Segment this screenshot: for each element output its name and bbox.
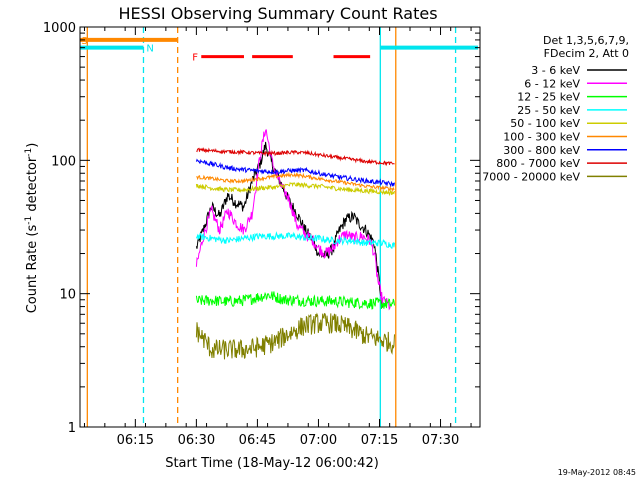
y-tick-label-2: 100 <box>51 154 76 169</box>
legend-label-7: 800 - 7000 keV <box>496 157 580 170</box>
state-label-s: S <box>81 36 87 47</box>
series-line-7 <box>196 147 395 167</box>
y-label-sup-2: -1 <box>24 148 34 157</box>
chart-title: HESSI Observing Summary Count Rates <box>118 4 437 23</box>
series-line-2 <box>195 291 395 310</box>
axes: 06:15 06:30 06:45 07:00 07:15 07:30 1 10 100 1000 <box>43 21 480 448</box>
x-tick-label-1: 06:30 <box>178 433 215 448</box>
y-label-part-2: detector <box>25 156 40 216</box>
y-tick-label-0: 1 <box>68 421 76 436</box>
x-tick-label-4: 07:15 <box>361 433 398 448</box>
y-axis-label: Count Rate (s-1 detector-1) <box>24 143 40 314</box>
legend-label-1: 6 - 12 keV <box>524 77 580 90</box>
x-tick-label-5: 07:30 <box>422 433 459 448</box>
legend-label-2: 12 - 25 keV <box>517 91 580 104</box>
legend-header-line-1: Det 1,3,5,6,7,9, <box>543 34 629 47</box>
state-label-n: N <box>146 44 153 55</box>
vertical-markers <box>86 27 457 427</box>
date-stamp: 19-May-2012 08:45 <box>558 468 636 477</box>
x-tick-label-0: 06:15 <box>117 433 154 448</box>
plot-frame <box>79 26 481 428</box>
y-label-part-3: ) <box>25 143 40 148</box>
x-tick-label-2: 06:45 <box>239 433 276 448</box>
legend-label-0: 3 - 6 keV <box>531 64 580 77</box>
y-label-sup-1: -1 <box>24 216 34 225</box>
series-line-4 <box>195 181 395 197</box>
series-line-3 <box>195 231 395 249</box>
series-line-6 <box>195 158 395 188</box>
legend: Det 1,3,5,6,7,9, FDecim 2, Att 0 3 - 6 k… <box>482 34 629 183</box>
x-axis-label: Start Time (18-May-12 06:00:42) <box>165 456 379 471</box>
x-tick-label-3: 07:00 <box>300 433 337 448</box>
series-line-8 <box>195 312 395 360</box>
status-levels: S N F <box>80 36 478 64</box>
legend-label-8: 7000 - 20000 keV <box>482 170 580 183</box>
legend-label-4: 50 - 100 keV <box>510 117 580 130</box>
legend-label-6: 300 - 800 keV <box>503 144 580 157</box>
series-lines <box>195 129 395 360</box>
legend-label-3: 25 - 50 keV <box>517 104 580 117</box>
state-label-f: F <box>192 53 198 64</box>
y-tick-label-1: 10 <box>59 288 76 303</box>
y-label-part-1: Count Rate (s <box>25 225 40 314</box>
legend-header-line-2: FDecim 2, Att 0 <box>544 47 629 60</box>
series-line-5 <box>196 171 395 193</box>
y-tick-label-3: 1000 <box>43 21 76 36</box>
legend-label-5: 100 - 300 keV <box>503 131 580 144</box>
